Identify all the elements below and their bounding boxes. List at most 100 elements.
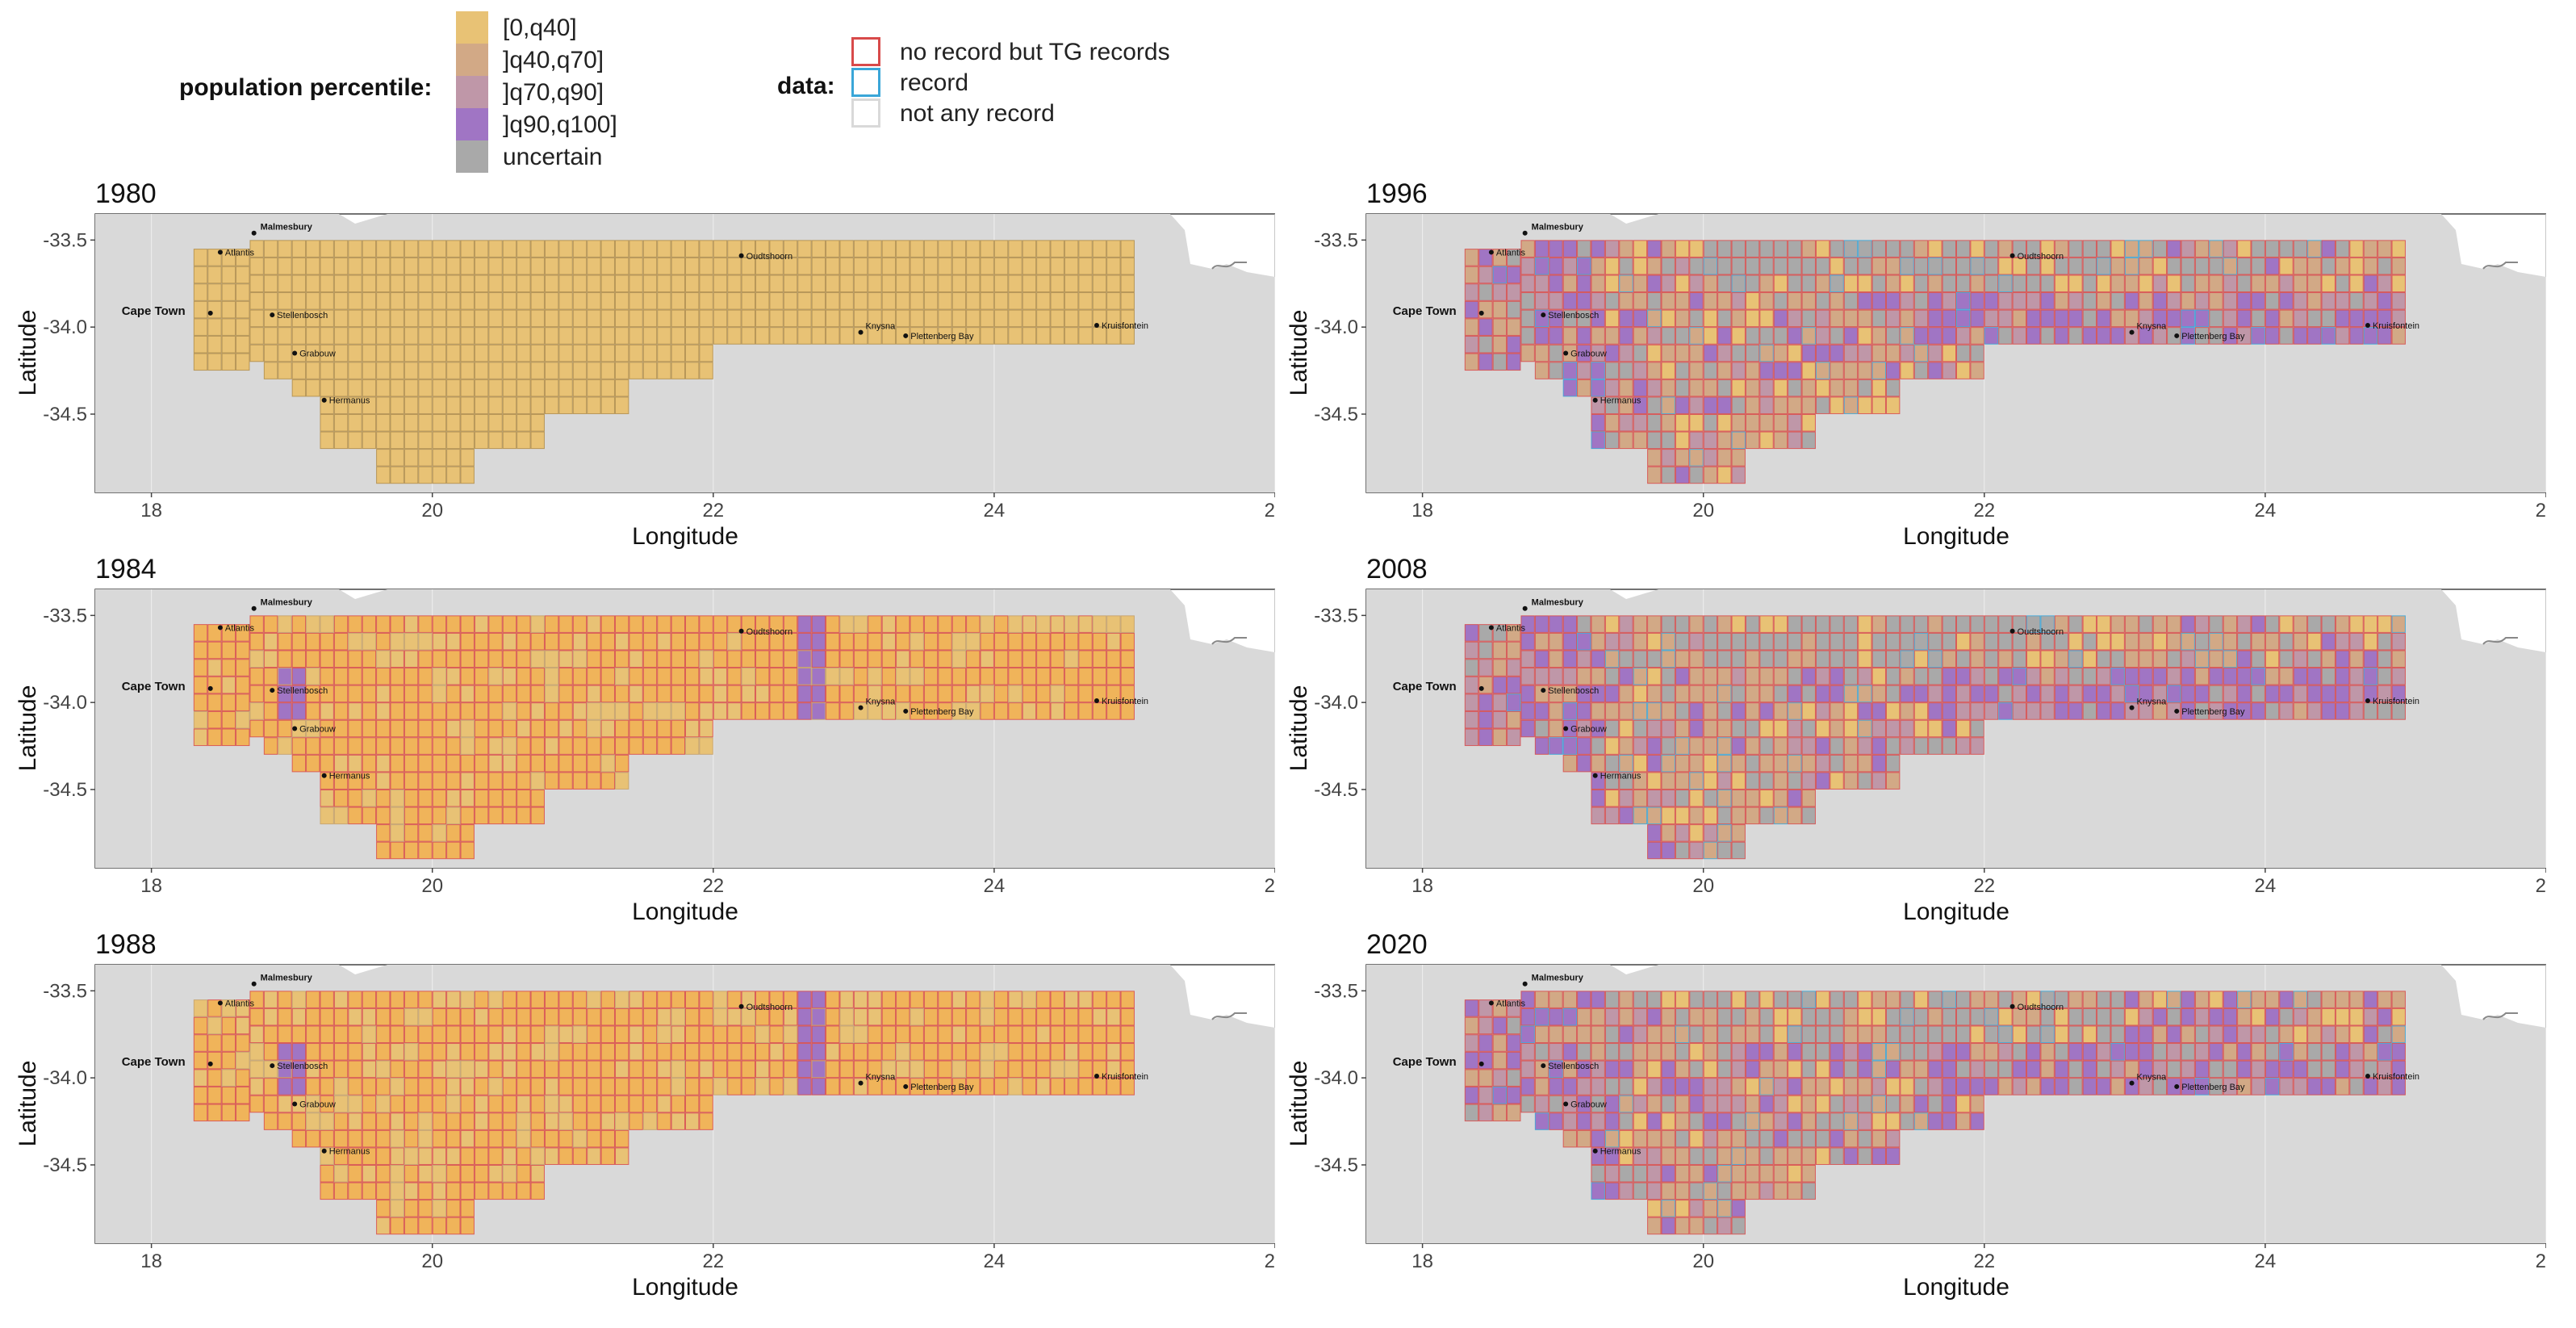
grid-cell [2068, 1060, 2083, 1079]
grid-cell [2167, 309, 2181, 328]
map-panel-1996: 1996 Malmesbury Atlantis Cape Town Stellenbo… [1271, 174, 2546, 577]
grid-cell [474, 1129, 489, 1148]
grid-cell [2194, 292, 2210, 310]
grid-cell [1661, 632, 1675, 651]
grid-cell [333, 991, 349, 1008]
grid-cell [1661, 1217, 1675, 1235]
grid-cell [278, 327, 292, 345]
grid-cell [2335, 1008, 2350, 1026]
grid-cell [1520, 327, 1535, 345]
grid-cell [797, 668, 812, 685]
town-marker [270, 312, 275, 318]
grid-cell [446, 1043, 461, 1061]
grid-cell [587, 772, 601, 790]
grid-cell [1591, 327, 1605, 345]
town-label-grabouw: Grabouw [299, 725, 336, 735]
grid-cell [657, 1025, 671, 1044]
grid-cell [1661, 1043, 1675, 1061]
grid-cell [1604, 431, 1620, 450]
grid-cell [826, 632, 840, 651]
grid-cell [1661, 824, 1675, 842]
grid-cell [320, 991, 334, 1008]
x-tick-label: 18 [1411, 500, 1433, 522]
grid-cell [1913, 1095, 1929, 1113]
grid-cell [1661, 719, 1675, 738]
grid-cell [1871, 615, 1886, 633]
grid-cell [1717, 1182, 1732, 1200]
grid-cell [249, 1095, 264, 1113]
grid-cell [938, 257, 952, 275]
grid-cell [1745, 772, 1760, 790]
grid-cell [348, 362, 362, 379]
grid-cell [446, 1200, 461, 1217]
y-tick-label: -34.0 [1314, 1067, 1358, 1089]
grid-cell [193, 283, 208, 301]
grid-cell [2167, 668, 2181, 685]
grid-cell [1577, 1025, 1591, 1044]
grid-cell [236, 300, 250, 319]
grid-cell [390, 789, 404, 807]
grid-cell [2012, 650, 2027, 668]
town-label-stellenbosch: Stellenbosch [277, 686, 328, 696]
grid-cell [249, 668, 264, 685]
grid-cell [699, 650, 713, 668]
grid-cell [376, 702, 391, 720]
grid-cell [629, 362, 643, 379]
grid-cell [1464, 283, 1479, 301]
grid-cell [1788, 327, 1802, 345]
grid-cell [993, 1060, 1009, 1079]
grid-cell [2307, 1008, 2322, 1026]
grid-cell [2054, 1078, 2069, 1095]
grid-cell [1050, 257, 1064, 275]
grid-cell [193, 1034, 208, 1052]
grid-cell [1064, 1060, 1079, 1079]
grid-cell [1675, 309, 1690, 328]
grid-cell [418, 615, 433, 633]
grid-cell [642, 668, 658, 685]
grid-cell [558, 650, 573, 668]
grid-cell [502, 274, 517, 293]
grid-cell [432, 1129, 447, 1148]
grid-cell [1078, 650, 1093, 668]
grid-cell [1549, 292, 1563, 310]
grid-cell [404, 413, 419, 432]
grid-cell [881, 1060, 897, 1079]
grid-cell [2223, 292, 2238, 310]
grid-cell [1464, 693, 1479, 711]
grid-cell [966, 327, 981, 345]
grid-cell [853, 991, 868, 1008]
grid-cell [1036, 1060, 1051, 1079]
legend-swatch-q100 [456, 108, 488, 140]
grid-cell [418, 413, 433, 432]
grid-cell [910, 991, 924, 1008]
grid-cell [811, 240, 826, 258]
grid-cell [263, 344, 278, 362]
grid-cell [348, 413, 362, 432]
x-tick-label: 22 [1973, 500, 1995, 522]
grid-cell [2040, 257, 2055, 275]
grid-cell [1633, 1182, 1648, 1200]
grid-cell [2209, 1008, 2223, 1026]
grid-cell [530, 1025, 545, 1044]
x-tick-label: 18 [140, 875, 162, 897]
grid-cell [629, 1078, 643, 1095]
grid-cell [1675, 466, 1690, 484]
grid-cell [1647, 1060, 1662, 1079]
grid-cell [1562, 650, 1578, 668]
grid-cell [460, 362, 475, 379]
grid-cell [362, 1043, 377, 1061]
town-marker [251, 230, 257, 236]
grid-cell [278, 1095, 292, 1113]
grid-cell [1815, 1147, 1830, 1165]
grid-cell [1956, 1112, 1971, 1130]
grid-cell [530, 413, 545, 432]
grid-cell [1871, 1112, 1886, 1130]
grid-cell [1647, 431, 1662, 450]
grid-cell [1633, 772, 1648, 790]
grid-cell [1675, 257, 1690, 275]
grid-cell [755, 1025, 770, 1044]
grid-cell [2321, 274, 2336, 293]
grid-cell [1661, 1200, 1675, 1217]
grid-cell [1022, 309, 1037, 328]
grid-cell [1703, 257, 1718, 275]
